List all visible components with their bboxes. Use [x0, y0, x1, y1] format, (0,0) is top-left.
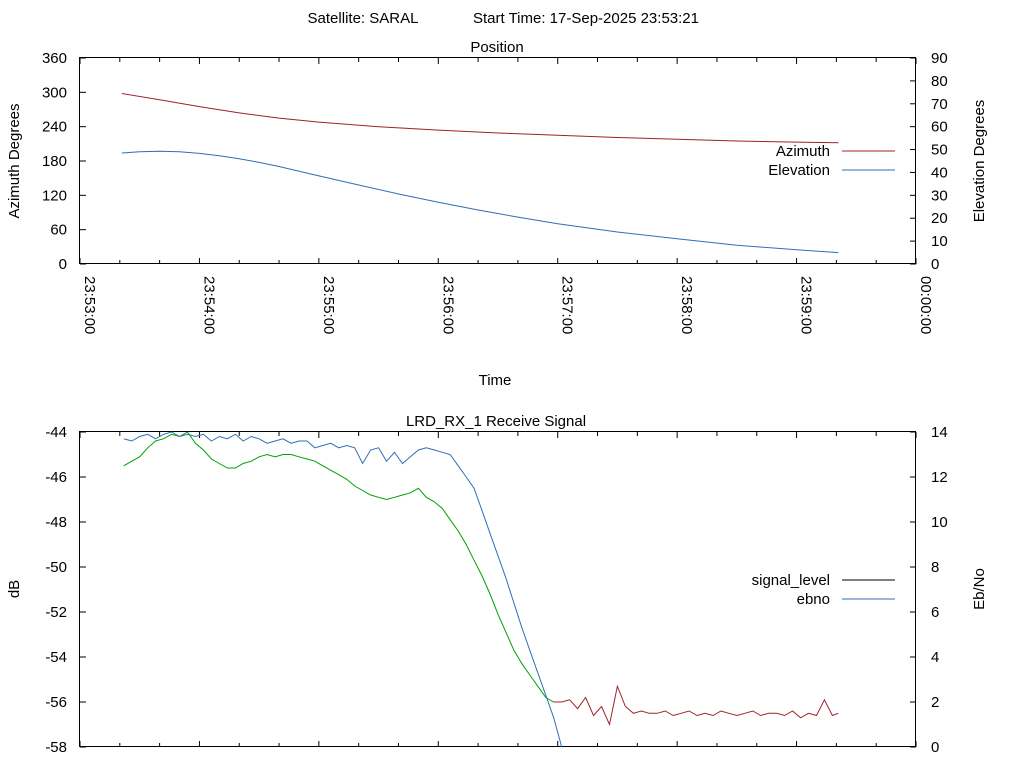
y-tick-label: 60 [50, 222, 67, 239]
y2-tick-label: 40 [931, 164, 948, 181]
position-plot-area [79, 57, 916, 264]
y2-tick-label: 20 [931, 210, 948, 227]
satellite-label: Satellite: SARAL [308, 10, 419, 27]
position-series-lines [121, 93, 839, 254]
y-tick-label: 120 [42, 187, 67, 204]
y2-tick-label: 60 [931, 119, 948, 136]
y-tick-label: 300 [42, 84, 67, 101]
y2-tick-label: 50 [931, 142, 948, 159]
y2-tick-label: 10 [931, 514, 948, 531]
x-tick-label: 23:57:00 [559, 276, 576, 334]
position-chart: Position 0 60 120 180 240 300 360 0 10 20 30 40 50 60… [6, 39, 988, 389]
x-tick-label: 23:55:00 [320, 276, 337, 334]
signal-y2-axis-label: Eb/No [971, 568, 988, 610]
legend-label-elevation: Elevation [768, 162, 830, 179]
y2-tick-label: 0 [931, 256, 939, 273]
x-tick-label: 23:58:00 [678, 276, 695, 334]
y2-tick-label: 80 [931, 73, 948, 90]
position-chart-title: Position [470, 39, 523, 56]
y2-tick-label: 4 [931, 649, 939, 666]
y-tick-label: -44 [45, 424, 67, 441]
y-tick-label: 180 [42, 153, 67, 170]
y2-tick-label: 70 [931, 96, 948, 113]
position-y-axis-label: Azimuth Degrees [6, 103, 23, 218]
signal-series-lines [123, 431, 839, 748]
y-tick-label: -54 [45, 649, 67, 666]
x-tick-label: 23:56:00 [439, 276, 456, 334]
y-tick-label: 240 [42, 119, 67, 136]
signal-plot-area [79, 431, 916, 747]
y2-tick-label: 0 [931, 739, 939, 756]
y2-tick-label: 30 [931, 187, 948, 204]
signal-y-axis-label: dB [6, 580, 23, 598]
y2-tick-label: 14 [931, 424, 948, 441]
legend-label-azimuth: Azimuth [776, 143, 830, 160]
y-tick-label: -56 [45, 694, 67, 711]
receive-signal-chart: LRD_RX_1 Receive Signal -58-56-54-52-50-… [6, 413, 988, 756]
x-tick-label: 00:00:00 [917, 276, 934, 334]
x-tick-label: 23:54:00 [200, 276, 217, 334]
x-tick-label: 23:59:00 [798, 276, 815, 334]
y2-tick-label: 6 [931, 604, 939, 621]
position-y2-axis-label: Elevation Degrees [971, 100, 988, 223]
series-line-ebno [123, 431, 563, 748]
y2-tick-label: 90 [931, 50, 948, 67]
start-time-label: Start Time: 17-Sep-2025 23:53:21 [473, 10, 699, 27]
x-tick-label: 23:53:00 [81, 276, 98, 334]
legend-label-ebno: ebno [797, 591, 830, 608]
legend-label-signal-level: signal_level [752, 572, 830, 589]
signal-axis-ticks: -58 -56 -54 -52 -50 -48 -46 -44 0 2 4 6 8 10 12 14 [45, 424, 947, 756]
y-tick-label: -46 [45, 469, 67, 486]
y2-tick-label: 12 [931, 469, 948, 486]
y-tick-label: 360 [42, 50, 67, 67]
y2-tick-label: 8 [931, 559, 939, 576]
y-tick-label: 0 [59, 256, 67, 273]
series-line-elevation [121, 150, 839, 254]
signal-legend: signal_level ebno [752, 572, 895, 608]
position-legend: Azimuth Elevation [768, 143, 895, 179]
series-line-signal-level-locked [123, 431, 562, 703]
y2-tick-label: 2 [931, 694, 939, 711]
receive-signal-chart-title: LRD_RX_1 Receive Signal [406, 413, 586, 430]
y2-tick-label: 10 [931, 233, 948, 250]
y-tick-label: -50 [45, 559, 67, 576]
series-line-signal-level-unlocked [553, 684, 839, 727]
series-line-azimuth [121, 93, 839, 144]
position-axis-ticks: 0 60 120 180 240 300 360 0 10 20 30 40 50 60 70 80 90 23:… [42, 50, 948, 334]
position-x-axis-label: Time [479, 372, 512, 389]
y-tick-label: -52 [45, 604, 67, 621]
y-tick-label: -48 [45, 514, 67, 531]
y-tick-label: -58 [45, 739, 67, 756]
